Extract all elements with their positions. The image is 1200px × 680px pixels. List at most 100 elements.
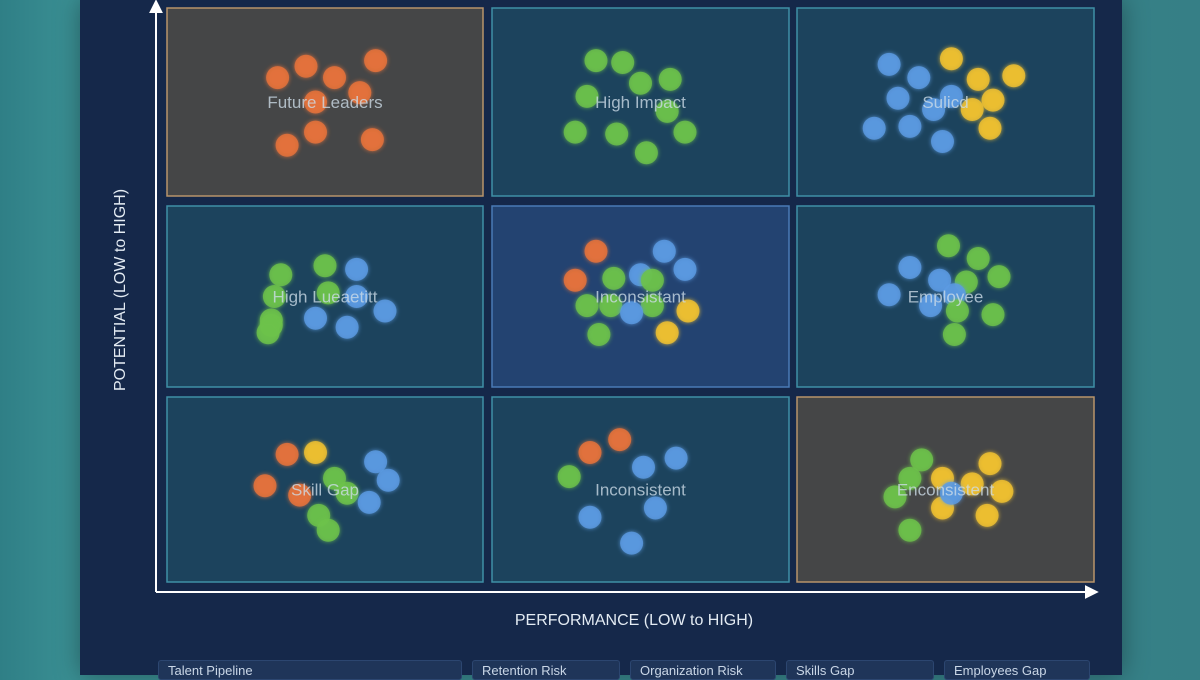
employee-point-orange[interactable] <box>360 128 384 152</box>
employee-point-green[interactable] <box>640 268 664 292</box>
employee-point-orange[interactable] <box>323 66 346 90</box>
employee-point-blue[interactable] <box>652 239 676 263</box>
employee-point-green[interactable] <box>584 49 608 73</box>
employee-point-green[interactable] <box>563 120 587 144</box>
employee-point-blue[interactable] <box>886 86 910 110</box>
employee-point-green[interactable] <box>640 294 664 318</box>
employee-point-green[interactable] <box>575 84 599 108</box>
tab-skills-gap[interactable]: Skills Gap <box>786 660 934 680</box>
employee-point-blue[interactable] <box>862 116 886 140</box>
employee-point-green[interactable] <box>987 265 1011 289</box>
employee-point-blue[interactable] <box>643 496 667 520</box>
employee-point-orange[interactable] <box>275 442 299 466</box>
grid-cell-inconsistent[interactable] <box>491 396 790 583</box>
employee-point-blue[interactable] <box>357 490 381 514</box>
employee-point-blue[interactable] <box>922 98 946 121</box>
employee-point-yellow[interactable] <box>939 47 963 71</box>
employee-point-yellow[interactable] <box>655 321 679 345</box>
employee-point-blue[interactable] <box>304 306 327 330</box>
employee-point-orange[interactable] <box>266 66 290 90</box>
employee-point-blue[interactable] <box>919 294 943 318</box>
employee-point-green[interactable] <box>655 99 679 123</box>
employee-point-orange[interactable] <box>608 428 632 452</box>
employee-point-blue[interactable] <box>907 66 931 90</box>
employee-point-green[interactable] <box>599 294 623 318</box>
employee-point-orange[interactable] <box>304 120 327 144</box>
employee-point-green[interactable] <box>629 71 652 95</box>
employee-point-green[interactable] <box>605 122 629 146</box>
employee-point-blue[interactable] <box>345 257 369 281</box>
employee-point-blue[interactable] <box>898 256 922 279</box>
employee-point-yellow[interactable] <box>1002 64 1026 88</box>
employee-point-blue[interactable] <box>364 450 388 474</box>
employee-point-blue[interactable] <box>939 481 963 505</box>
employee-point-green[interactable] <box>316 518 340 542</box>
employee-point-blue[interactable] <box>376 468 400 492</box>
employee-point-yellow[interactable] <box>990 479 1014 503</box>
employee-point-green[interactable] <box>658 67 682 91</box>
employee-point-orange[interactable] <box>563 268 587 292</box>
tab-organization-risk[interactable]: Organization Risk <box>630 660 776 680</box>
employee-point-blue[interactable] <box>928 268 952 292</box>
employee-point-green[interactable] <box>269 263 293 287</box>
employee-point-blue[interactable] <box>664 446 688 470</box>
employee-point-green[interactable] <box>587 323 611 346</box>
employee-point-blue[interactable] <box>673 257 697 281</box>
employee-point-green[interactable] <box>673 120 697 144</box>
grid-cell-high-impact[interactable] <box>491 7 790 197</box>
employee-point-blue[interactable] <box>877 283 901 307</box>
employee-point-yellow[interactable] <box>978 116 1002 140</box>
employee-point-green[interactable] <box>557 465 581 489</box>
employee-point-blue[interactable] <box>939 84 963 108</box>
employee-point-yellow[interactable] <box>966 67 990 91</box>
employee-point-blue[interactable] <box>931 130 954 153</box>
employee-point-green[interactable] <box>937 234 960 258</box>
employee-point-orange[interactable] <box>304 90 327 114</box>
employee-point-green[interactable] <box>575 294 599 318</box>
employee-point-orange[interactable] <box>584 239 608 263</box>
tab-employees-gap[interactable]: Employees Gap <box>944 660 1090 680</box>
employee-point-blue[interactable] <box>620 301 644 325</box>
employee-point-orange[interactable] <box>578 441 602 464</box>
employee-point-blue[interactable] <box>877 52 901 76</box>
employee-point-orange[interactable] <box>294 54 318 78</box>
employee-point-green[interactable] <box>634 141 658 165</box>
employee-point-orange[interactable] <box>348 81 372 105</box>
employee-point-green[interactable] <box>262 285 286 308</box>
employee-point-blue[interactable] <box>620 531 644 555</box>
employee-point-yellow[interactable] <box>981 88 1005 112</box>
employee-point-yellow[interactable] <box>960 98 984 121</box>
employee-point-yellow[interactable] <box>975 503 999 527</box>
employee-point-green[interactable] <box>316 281 340 305</box>
employee-point-green[interactable] <box>883 485 907 509</box>
employee-point-green[interactable] <box>910 448 934 472</box>
employee-point-green[interactable] <box>981 303 1005 327</box>
employee-point-yellow[interactable] <box>304 441 327 464</box>
employee-point-blue[interactable] <box>898 114 922 138</box>
employee-point-yellow[interactable] <box>978 452 1002 476</box>
employee-point-yellow[interactable] <box>960 472 984 496</box>
employee-point-orange[interactable] <box>288 483 312 507</box>
employee-point-blue[interactable] <box>335 315 359 339</box>
employee-point-green[interactable] <box>602 266 626 290</box>
employee-point-green[interactable] <box>966 247 990 270</box>
employee-point-blue[interactable] <box>632 455 655 479</box>
employee-point-blue[interactable] <box>345 285 369 308</box>
employee-point-green[interactable] <box>335 481 359 505</box>
tab-retention-risk[interactable]: Retention Risk <box>472 660 620 680</box>
employee-point-orange[interactable] <box>364 49 388 73</box>
employee-point-green[interactable] <box>611 51 635 74</box>
employee-point-orange[interactable] <box>275 133 299 157</box>
employee-point-green[interactable] <box>256 321 280 345</box>
employee-point-orange[interactable] <box>253 474 277 498</box>
tab-talent-pipeline[interactable]: Talent Pipeline <box>158 660 462 680</box>
employee-point-yellow[interactable] <box>676 299 700 323</box>
employee-point-green[interactable] <box>942 323 966 346</box>
grid-cell-inconsistant[interactable] <box>491 205 790 388</box>
employee-point-green[interactable] <box>313 254 337 278</box>
employee-point-blue[interactable] <box>373 299 397 323</box>
employee-point-green[interactable] <box>898 518 922 542</box>
employee-point-blue[interactable] <box>578 505 602 529</box>
employee-point-green[interactable] <box>945 299 969 323</box>
employee-point-green[interactable] <box>898 466 922 490</box>
